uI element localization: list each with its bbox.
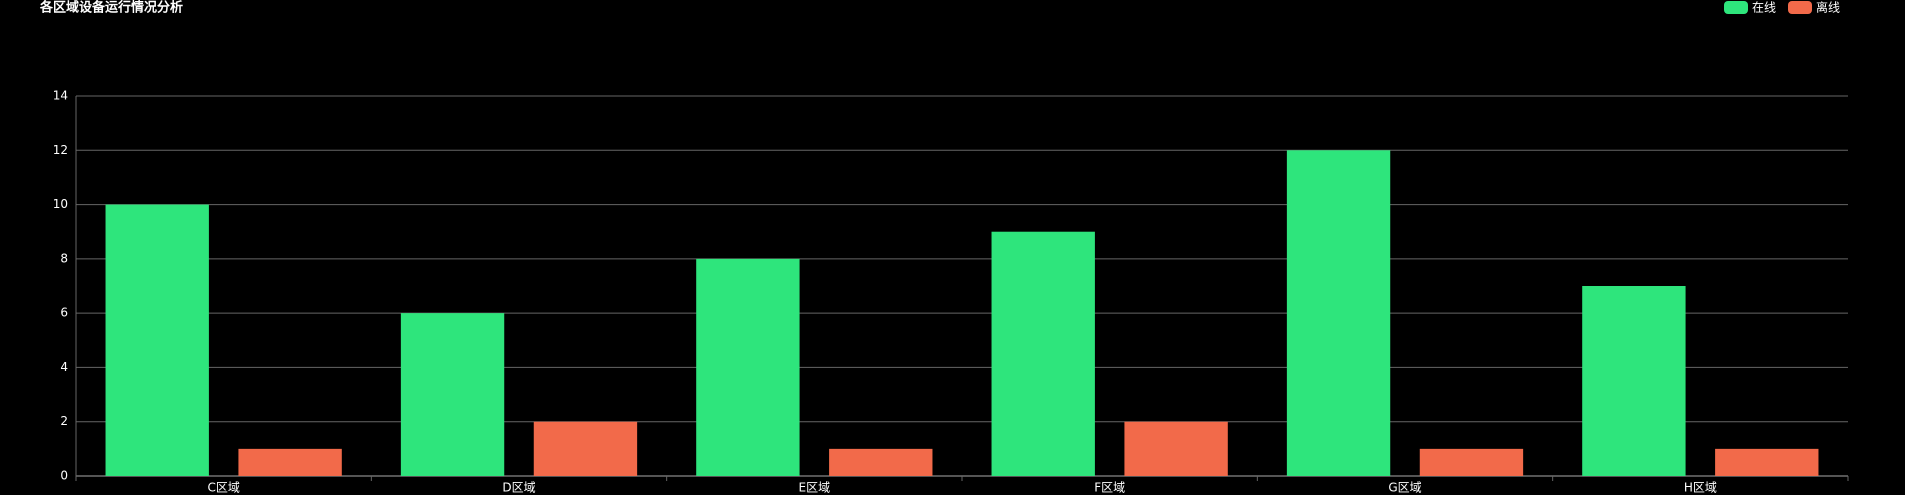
- bar: [1582, 286, 1686, 476]
- bar: [105, 204, 209, 477]
- x-tick-label: F区域: [1094, 481, 1125, 495]
- chart-title: 各区域设备运行情况分析: [39, 0, 183, 16]
- bar: [991, 231, 1095, 476]
- legend-swatch: [1724, 1, 1748, 14]
- bar: [1286, 150, 1391, 477]
- y-tick-label: 10: [53, 197, 68, 211]
- x-tick-label: E区域: [799, 481, 831, 495]
- y-tick-label: 2: [60, 414, 68, 428]
- bar: [696, 258, 800, 476]
- bar: [1124, 421, 1228, 476]
- y-tick-label: 4: [60, 360, 68, 374]
- y-tick-label: 0: [60, 469, 68, 483]
- legend-label: 离线: [1816, 0, 1840, 15]
- bar: [533, 421, 638, 476]
- bar: [238, 448, 342, 476]
- x-tick-label: C区域: [207, 481, 239, 495]
- x-tick-label: G区域: [1388, 481, 1421, 495]
- bar: [1419, 448, 1524, 476]
- legend-label: 在线: [1752, 1, 1776, 15]
- bar: [1715, 448, 1819, 476]
- y-tick-label: 6: [60, 306, 68, 320]
- bar: [400, 313, 505, 476]
- y-tick-label: 12: [53, 143, 68, 157]
- legend-swatch: [1788, 1, 1812, 14]
- y-tick-label: 14: [53, 89, 68, 103]
- x-tick-label: D区域: [502, 481, 535, 495]
- bar: [829, 448, 933, 476]
- x-tick-label: H区域: [1684, 481, 1717, 495]
- y-tick-label: 8: [60, 251, 68, 265]
